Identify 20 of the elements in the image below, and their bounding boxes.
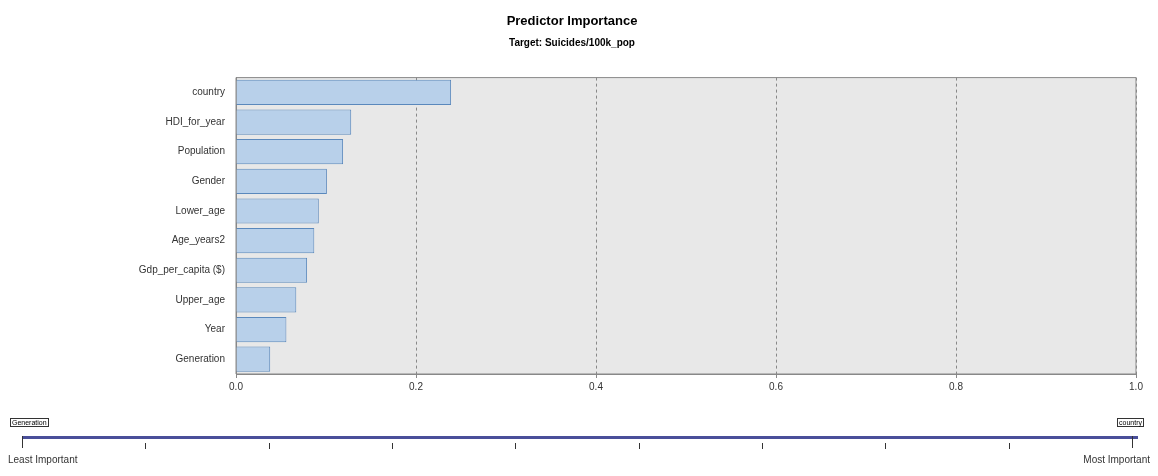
y-tick-label: Gdp_per_capita ($) (138, 264, 225, 276)
text: Most Important (1083, 454, 1150, 465)
y-tick-label: Upper_age (175, 293, 226, 305)
x-tick-label: 0.6 (769, 380, 784, 392)
x-tick-label: 0.0 (229, 380, 244, 392)
text: Least Important (8, 454, 78, 465)
x-tick-label: 0.4 (589, 380, 604, 392)
y-tick-label: Population (177, 145, 225, 157)
y-tick-label: Year (204, 323, 226, 335)
y-tick-label: Generation (175, 352, 225, 364)
y-tick-label: Lower_age (175, 204, 226, 216)
y-tick-label: HDI_for_year (165, 115, 226, 127)
chart-title: Predictor Importance (506, 13, 638, 29)
y-tick-label: Age_years2 (171, 234, 226, 246)
chart-subtitle: Target: Suicides/100k_pop (509, 37, 635, 49)
y-tick-label: country (192, 86, 225, 98)
x-tick-label: 1.0 (1129, 380, 1144, 392)
x-tick-label: 0.8 (949, 380, 964, 392)
y-tick-label: Gender (191, 175, 226, 187)
x-tick-label: 0.2 (409, 380, 424, 392)
